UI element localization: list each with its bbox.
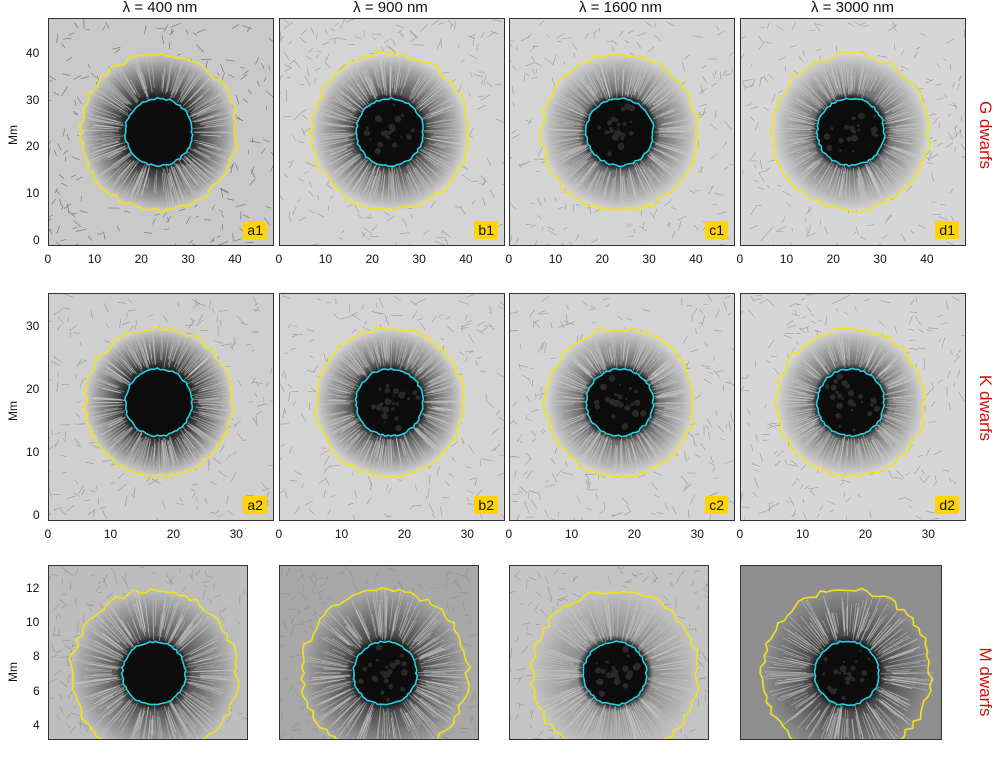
- y-axis-title-row3: Mm: [6, 652, 20, 692]
- x-tick-label: 10: [565, 527, 578, 541]
- row-title-g-dwarfs: G dwarfs: [975, 55, 995, 215]
- x-tick-label: 20: [135, 252, 148, 266]
- x-tick-label: 40: [459, 252, 472, 266]
- panel-row1-col1: a1: [48, 18, 274, 246]
- x-tick-label: 10: [796, 527, 809, 541]
- x-tick-label: 30: [181, 252, 194, 266]
- x-tick-label: 30: [873, 252, 886, 266]
- x-tick-label: 30: [642, 252, 655, 266]
- x-tick-label: 20: [167, 527, 180, 541]
- panel-row1-col2: b1: [279, 18, 505, 246]
- y-tick-label: 20: [26, 382, 39, 396]
- panel-label: d2: [935, 496, 959, 514]
- x-tick-label: 10: [549, 252, 562, 266]
- x-tick-label: 30: [461, 527, 474, 541]
- x-tick-label: 0: [506, 252, 513, 266]
- y-tick-label: 10: [26, 615, 39, 629]
- y-tick-label: 10: [26, 445, 39, 459]
- x-tick-label: 0: [276, 252, 283, 266]
- x-tick-label: 0: [45, 252, 52, 266]
- panel-row2-col1: a2: [48, 293, 274, 521]
- y-tick-label: 10: [26, 186, 39, 200]
- y-axis-title-row2: Mm: [6, 391, 20, 431]
- x-tick-label: 30: [691, 527, 704, 541]
- column-title-1600nm: λ = 1600 nm: [508, 0, 733, 18]
- panel-row3-col3: [509, 565, 709, 740]
- panel-label: c2: [705, 496, 728, 514]
- panel-row3-col4: [740, 565, 942, 740]
- x-tick-label: 30: [230, 527, 243, 541]
- y-tick-label: 8: [33, 649, 40, 663]
- row-title-m-dwarfs: M dwarfs: [975, 602, 995, 762]
- panel-row3-col2: [279, 565, 479, 740]
- panel-row2-col3: c2: [509, 293, 735, 521]
- x-tick-label: 20: [596, 252, 609, 266]
- x-tick-label: 0: [45, 527, 52, 541]
- panel-label: c1: [705, 221, 728, 239]
- x-tick-label: 10: [319, 252, 332, 266]
- y-tick-label: 0: [33, 233, 40, 247]
- panel-label: b1: [474, 221, 498, 239]
- y-tick-label: 30: [26, 319, 39, 333]
- panel-label: b2: [474, 496, 498, 514]
- x-tick-label: 0: [276, 527, 283, 541]
- x-tick-label: 10: [88, 252, 101, 266]
- x-tick-label: 40: [689, 252, 702, 266]
- y-tick-label: 12: [26, 581, 39, 595]
- panel-label: a2: [243, 496, 267, 514]
- y-tick-label: 6: [33, 684, 40, 698]
- y-tick-label: 40: [26, 46, 39, 60]
- panel-label: d1: [935, 221, 959, 239]
- column-title-400nm: λ = 400 nm: [50, 0, 270, 18]
- x-tick-label: 40: [920, 252, 933, 266]
- x-tick-label: 0: [506, 527, 513, 541]
- x-tick-label: 20: [628, 527, 641, 541]
- x-tick-label: 20: [859, 527, 872, 541]
- x-tick-label: 40: [228, 252, 241, 266]
- x-tick-label: 20: [827, 252, 840, 266]
- x-tick-label: 30: [412, 252, 425, 266]
- y-axis-title-row1: Mm: [6, 115, 20, 155]
- panel-row3-col1: [48, 565, 248, 740]
- row-title-k-dwarfs: K dwarfs: [975, 328, 995, 488]
- column-title-3000nm: λ = 3000 nm: [740, 0, 965, 18]
- panel-row1-col4: d1: [740, 18, 966, 246]
- x-tick-label: 0: [737, 252, 744, 266]
- column-title-900nm: λ = 900 nm: [278, 0, 503, 18]
- panel-label: a1: [243, 221, 267, 239]
- x-tick-label: 10: [335, 527, 348, 541]
- x-tick-label: 30: [922, 527, 935, 541]
- y-tick-label: 20: [26, 139, 39, 153]
- y-tick-label: 0: [33, 508, 40, 522]
- x-tick-label: 10: [104, 527, 117, 541]
- panel-row2-col2: b2: [279, 293, 505, 521]
- x-tick-label: 10: [780, 252, 793, 266]
- x-tick-label: 0: [737, 527, 744, 541]
- x-tick-label: 20: [366, 252, 379, 266]
- panel-row2-col4: d2: [740, 293, 966, 521]
- panel-row1-col3: c1: [509, 18, 735, 246]
- y-tick-label: 4: [33, 718, 40, 732]
- y-tick-label: 30: [26, 93, 39, 107]
- x-tick-label: 20: [398, 527, 411, 541]
